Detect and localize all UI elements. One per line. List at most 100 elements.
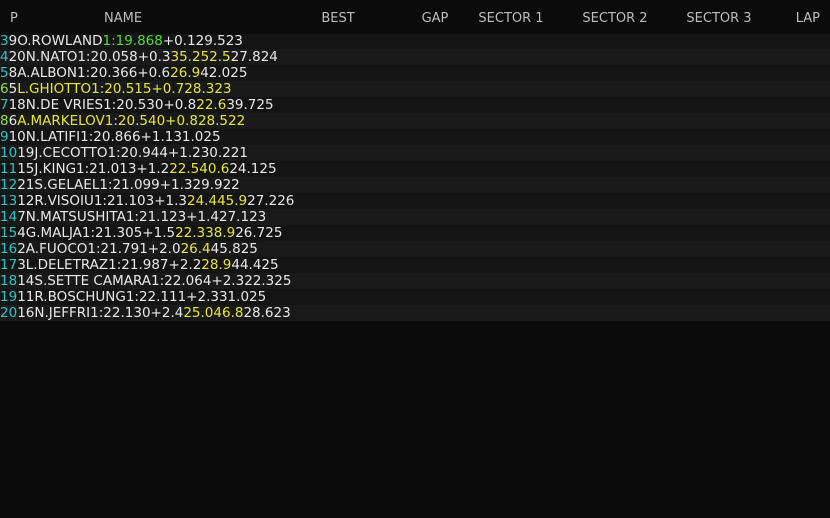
position: 9: [0, 129, 9, 145]
car-number: 6: [8, 113, 18, 129]
sector-time: 22.3: [175, 225, 206, 241]
driver-name: L.GHIOTTO: [17, 81, 92, 97]
lap-count: 23: [225, 33, 243, 49]
position: 19: [0, 289, 18, 305]
driver-row: 1115J.KING1:21.013+1.222.540.624.125: [0, 161, 830, 177]
driver-row: 39O.ROWLAND1:19.868+0.129.523: [0, 33, 830, 49]
driver-name: G.MALJA: [25, 225, 82, 241]
best-lap: 1:21.103: [93, 193, 155, 209]
sector-time: 27.8: [230, 49, 261, 65]
driver-row: 420N.NATO1:20.058+0.335.252.527.824: [0, 49, 830, 65]
column-header: P: [10, 11, 18, 26]
driver-name: J.CECOTTO: [34, 145, 108, 161]
driver-row: 910N.LATIFI1:20.866+1.131.025: [0, 129, 830, 145]
driver-row: 154G.MALJA1:21.305+1.522.338.926.725: [0, 225, 830, 241]
best-lap: 1:21.987: [108, 257, 169, 273]
driver-row: 173L.DELETRAZ1:21.987+2.228.944.425: [0, 257, 830, 273]
sector-time: 45.8: [210, 241, 241, 257]
car-number: 9: [8, 33, 18, 49]
driver-name: N.MATSUSHITA: [25, 209, 126, 225]
gap: +1.2: [167, 145, 201, 161]
best-lap: 1:20.530: [103, 97, 164, 113]
gap: +1.3: [159, 177, 193, 193]
sector-time: 28.3: [184, 81, 215, 97]
column-header: SECTOR 2: [582, 11, 648, 26]
sector-time: 27.1: [219, 209, 250, 225]
best-lap: 1:20.515: [91, 81, 152, 97]
lap-count: 25: [240, 241, 258, 257]
lap-count: 25: [261, 257, 279, 273]
lap-count: 26: [277, 193, 295, 209]
driver-name: N.JEFFRI: [34, 305, 91, 321]
best-lap: 1:22.130: [90, 305, 151, 321]
position: 10: [0, 145, 18, 161]
driver-name: N.DE VRIES: [25, 97, 104, 113]
sector-time: 26.7: [235, 225, 266, 241]
driver-name: S.GELAEL: [34, 177, 100, 193]
driver-name: R.BOSCHUNG: [34, 289, 126, 305]
car-number: 8: [8, 65, 18, 81]
position: 12: [0, 177, 18, 193]
position: 8: [0, 113, 9, 129]
position: 18: [0, 273, 18, 289]
gap: +1.1: [140, 129, 174, 145]
column-header: SECTOR 1: [478, 11, 544, 26]
sector-time: 31.0: [173, 129, 204, 145]
position: 7: [0, 97, 9, 113]
sector-time: 26.9: [170, 65, 201, 81]
driver-row: 1814S.SETTE CAMARA1:22.064+2.322.325: [0, 273, 830, 289]
driver-name: L.DELETRAZ: [25, 257, 109, 273]
gap: +1.3: [154, 193, 187, 209]
gap: +1.5: [142, 225, 176, 241]
car-number: 18: [8, 97, 26, 113]
best-lap: 1:22.064: [151, 273, 212, 289]
lap-count: 25: [203, 129, 221, 145]
sector-time: 44.4: [231, 257, 262, 273]
gap: +1.2: [136, 161, 170, 177]
driver-row: 162A.FUOCO1:21.791+2.026.445.825: [0, 241, 830, 257]
best-lap: 1:21.099: [99, 177, 160, 193]
driver-name: A.ALBON: [17, 65, 77, 81]
lap-count: 25: [265, 225, 283, 241]
driver-row: 1312R.VISOIU1:21.103+1.324.445.927.226: [0, 193, 830, 209]
driver-name: O.ROWLAND: [17, 33, 103, 49]
driver-name: S.SETTE CAMARA: [34, 273, 152, 289]
driver-name: R.VISOIU: [34, 193, 94, 209]
car-number: 11: [17, 289, 35, 305]
best-lap: 1:20.540: [104, 113, 166, 129]
lap-count: 25: [249, 289, 267, 305]
gap: +2.0: [147, 241, 181, 257]
lap-count: 23: [273, 305, 291, 321]
driver-name: N.LATIFI: [25, 129, 81, 145]
gap: +0.6: [137, 65, 171, 81]
best-lap: 1:20.058: [77, 49, 138, 65]
best-lap: 1:22.111: [125, 289, 187, 305]
sector-time: 29.5: [195, 33, 226, 49]
position: 17: [0, 257, 18, 273]
lap-count: 22: [228, 113, 246, 129]
driver-row: 1019J.CECOTTO1:20.944+1.230.221: [0, 145, 830, 161]
driver-name: J.KING: [34, 161, 77, 177]
sector-time: 42.0: [200, 65, 231, 81]
sector-time: 35.2: [170, 49, 201, 65]
sector-time: 46.8: [213, 305, 244, 321]
car-number: 20: [8, 49, 26, 65]
position: 20: [0, 305, 18, 321]
lap-count: 25: [230, 65, 248, 81]
lap-count: 25: [259, 161, 277, 177]
sector-time: 29.9: [192, 177, 223, 193]
best-lap: 1:21.123: [125, 209, 187, 225]
lap-count: 25: [256, 97, 274, 113]
sector-time: 28.9: [201, 257, 232, 273]
car-number: 7: [17, 209, 26, 225]
lap-count: 21: [230, 145, 248, 161]
driver-row: 65L.GHIOTTO1:20.515+0.728.323: [0, 81, 830, 97]
gap: +0.3: [137, 49, 171, 65]
car-number: 19: [17, 145, 35, 161]
gap: +1.4: [186, 209, 219, 225]
sector-time: 28.6: [243, 305, 274, 321]
best-lap: 1:21.305: [81, 225, 143, 241]
position: 16: [0, 241, 18, 257]
sector-time: 31.0: [218, 289, 250, 305]
best-lap: 1:20.944: [107, 145, 168, 161]
